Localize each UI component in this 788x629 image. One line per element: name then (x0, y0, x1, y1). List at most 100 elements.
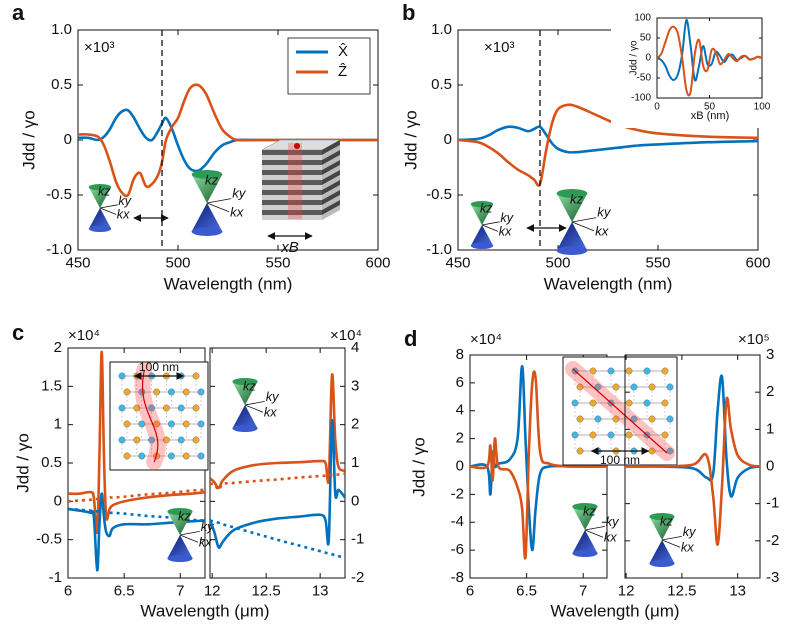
stack-layer (262, 150, 322, 155)
atom (118, 372, 126, 380)
stack-side (322, 155, 340, 170)
series-line (210, 472, 345, 492)
atom (123, 420, 131, 428)
x-axis-label: xB (nm) (691, 110, 730, 122)
y-tick-label: 8 (456, 346, 464, 363)
cone-upper-rim (649, 513, 675, 521)
axis-multiplier: ×10³ (84, 39, 114, 56)
cone-upper (572, 506, 598, 530)
stack-layer (262, 175, 322, 180)
series-line (68, 488, 205, 503)
x-tick-label: 12.5 (252, 582, 281, 599)
atom (192, 404, 200, 412)
y-tick-label: 100 (634, 13, 651, 24)
cone-upper (167, 511, 193, 535)
panel-label: a (12, 0, 25, 25)
k-label: kx (117, 208, 130, 222)
atom (123, 452, 131, 460)
series-line (210, 419, 345, 549)
atom (666, 415, 674, 423)
y-tick-label: -0.5 (426, 186, 452, 203)
x-tick-label: 550 (265, 254, 290, 271)
stack-side (322, 160, 340, 175)
atom (153, 420, 161, 428)
cone-upper (232, 381, 258, 405)
stack-side (322, 190, 340, 205)
y-tick-label: 1.0 (431, 21, 452, 38)
cone-upper (470, 204, 494, 225)
stack-layer (262, 210, 322, 215)
cone-lower-rim (88, 225, 112, 232)
y-tick-label: 1 (351, 454, 359, 471)
atom (197, 388, 205, 396)
legend-label: X̂ (338, 42, 348, 59)
emitter (294, 143, 300, 149)
y-tick-label: -8 (451, 569, 464, 586)
x-tick-label: 13 (312, 582, 329, 599)
cone-upper-rim (88, 184, 112, 191)
atom (118, 404, 126, 412)
y-tick-label: -4 (451, 513, 464, 530)
stack-side (322, 175, 340, 190)
k-label: ky (118, 194, 131, 208)
cone-lower-rim (556, 246, 588, 256)
stack-side (322, 145, 340, 160)
atom (571, 399, 579, 407)
atom (118, 436, 126, 444)
y-tick-label: -3 (766, 569, 779, 586)
y-tick-label: 1 (54, 416, 62, 433)
stack-side (322, 200, 340, 215)
k-axis (481, 221, 500, 226)
field-glow (288, 143, 302, 219)
stack-label: xB (280, 239, 299, 256)
k-axis (206, 202, 230, 213)
atom (167, 388, 175, 396)
atom (123, 388, 131, 396)
y-tick-label: -1 (49, 569, 62, 586)
y-tick-label: -2 (351, 569, 364, 586)
atom (594, 383, 602, 391)
y-tick-label: 0 (456, 457, 464, 474)
atom (666, 383, 674, 391)
cone-lower-rim (167, 554, 193, 563)
y-tick-label: -2 (766, 532, 779, 549)
cone-upper-rim (470, 201, 494, 208)
y-tick-label: -1 (351, 531, 364, 548)
atom (594, 415, 602, 423)
atom (643, 367, 651, 375)
x-tick-label: 7 (176, 582, 184, 599)
k-label: kx (681, 539, 694, 554)
k-axis (99, 204, 118, 209)
atom (612, 383, 620, 391)
k-label: kz (660, 513, 673, 528)
stack-side (322, 140, 340, 155)
atom (133, 436, 141, 444)
stack-side (322, 205, 340, 220)
atom (167, 420, 175, 428)
y-tick-label: 0 (351, 492, 359, 509)
y-tick-label: 0 (444, 131, 452, 148)
k-axis (244, 404, 264, 413)
x-tick-label: 550 (645, 254, 670, 271)
x-tick-label: 450 (445, 254, 470, 271)
plot-frame (209, 347, 346, 579)
atom (133, 404, 141, 412)
atom (643, 399, 651, 407)
atom (167, 452, 175, 460)
cone-lower (167, 535, 193, 559)
panel-label: d (404, 326, 417, 351)
y-axis-label: Jdd / γo (629, 40, 640, 75)
atom (182, 420, 190, 428)
k-label: ky (597, 205, 612, 220)
cone-upper (556, 193, 588, 222)
stack-side (322, 165, 340, 180)
field-line (572, 368, 668, 454)
x-axis-label: Wavelength (nm) (544, 274, 673, 293)
atom (153, 388, 161, 396)
y-tick-label: 2 (766, 383, 774, 400)
series-line (458, 103, 758, 187)
k-axis (206, 198, 232, 204)
atom (589, 431, 597, 439)
series-line (78, 108, 378, 173)
atom (625, 399, 633, 407)
